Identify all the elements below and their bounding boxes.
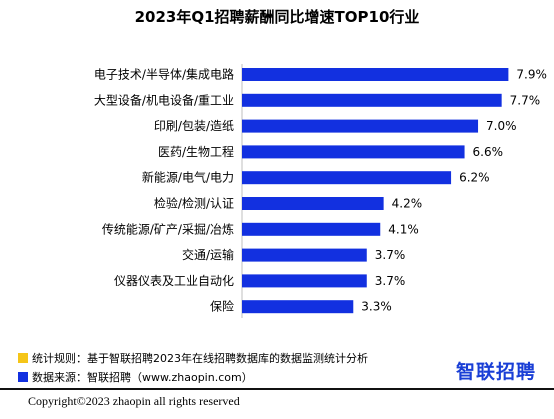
value-label: 6.6% (473, 145, 504, 159)
value-label: 3.7% (375, 248, 406, 262)
legend-source-text: 数据来源：智联招聘（www.zhaopin.com） (32, 371, 253, 384)
category-label: 印刷/包装/造纸 (154, 119, 234, 133)
bar (242, 93, 502, 107)
bar (242, 145, 465, 159)
zhaopin-logo: 智联招聘 (455, 361, 536, 383)
bar (242, 248, 367, 262)
bar (242, 68, 509, 81)
legend-rule: 统计规则：基于智联招聘2023年在线招聘数据库的数据监测统计分析 (18, 350, 368, 366)
category-label: 电子技术/半导体/集成电路 (94, 67, 234, 82)
bar-chart: 电子技术/半导体/集成电路 7.9% 大型设备/机电设备/重工业 7.7% 印刷/包装/… (94, 64, 547, 318)
value-label: 7.9% (516, 68, 547, 82)
category-label: 医药/生物工程 (158, 144, 234, 159)
value-label: 7.7% (510, 93, 540, 107)
bar (242, 171, 452, 185)
copyright-text: Copyright©2023 zhaopin all rights reserv… (28, 394, 240, 408)
divider (0, 388, 554, 390)
category-label: 传统能源/矿产/采掘/冶炼 (102, 221, 234, 236)
bar (242, 274, 367, 288)
bar (242, 222, 381, 236)
value-label: 6.2% (459, 171, 490, 185)
chart-title: 2023年Q1招聘薪酬同比增速TOP10行业 (134, 8, 420, 26)
category-label: 大型设备/机电设备/重工业 (94, 93, 234, 107)
bar (242, 119, 479, 133)
yellow-square-icon (18, 353, 28, 363)
bar (242, 300, 354, 314)
blue-square-icon (18, 372, 28, 382)
category-label: 新能源/电气/电力 (142, 170, 234, 185)
category-label: 仪器仪表及工业自动化 (114, 274, 234, 288)
category-label: 保险 (210, 299, 234, 314)
legend-rule-text: 统计规则：基于智联招聘2023年在线招聘数据库的数据监测统计分析 (32, 352, 368, 365)
legend-source: 数据来源：智联招聘（www.zhaopin.com） (18, 369, 253, 385)
value-label: 3.7% (375, 274, 406, 288)
bar (242, 197, 384, 210)
category-label: 交通/运输 (182, 247, 234, 262)
category-label: 检验/检测/认证 (154, 196, 234, 211)
value-label: 4.2% (392, 197, 423, 211)
value-label: 4.1% (388, 222, 419, 236)
value-label: 3.3% (361, 300, 392, 314)
value-label: 7.0% (486, 119, 517, 133)
